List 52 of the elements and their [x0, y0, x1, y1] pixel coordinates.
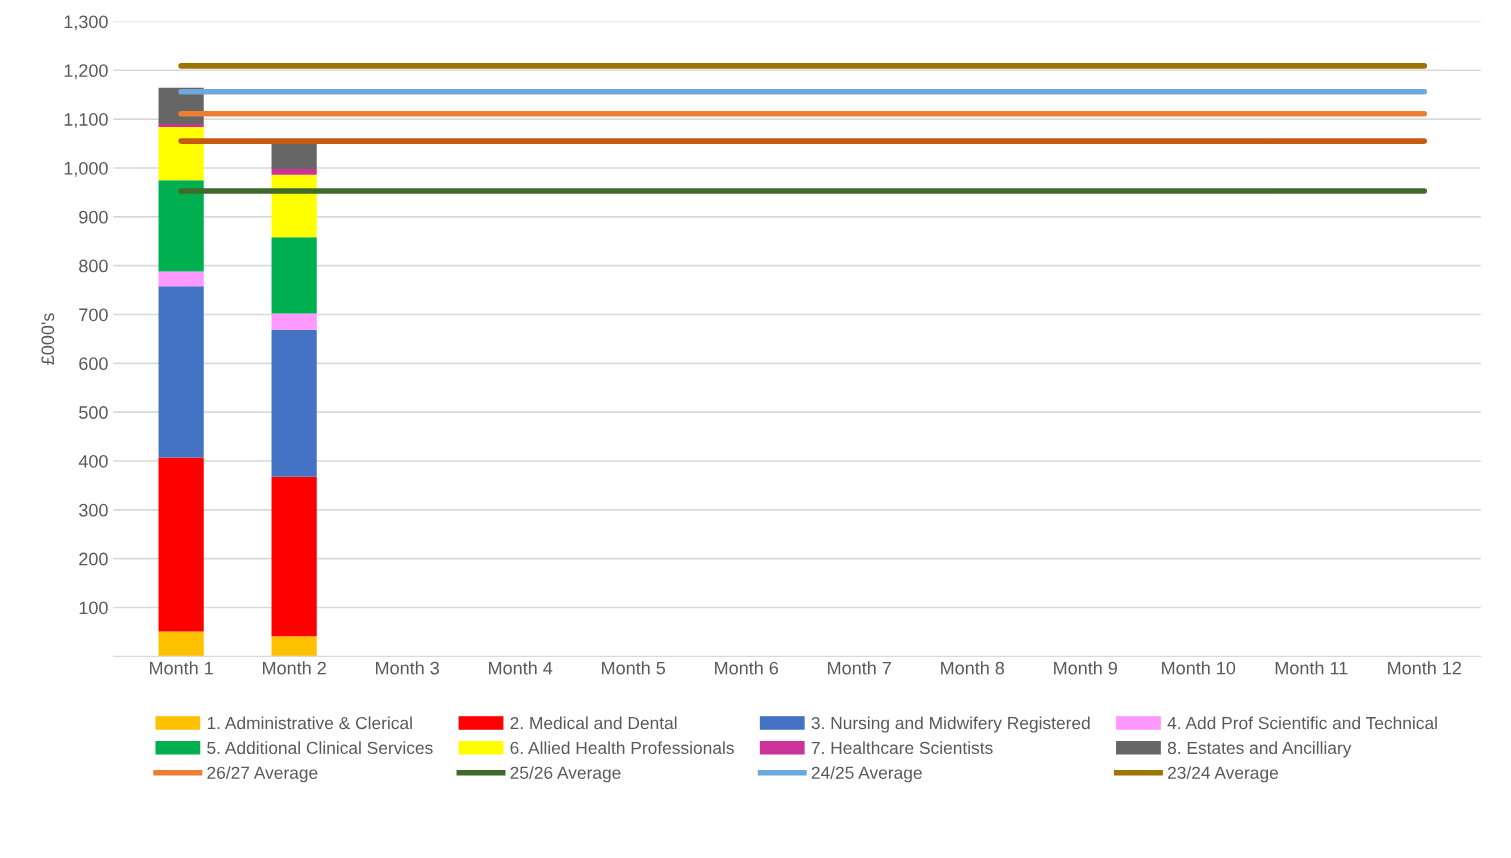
y-tick-label: 1,200 — [64, 64, 108, 80]
x-tick-label: Month 10 — [1162, 661, 1236, 675]
bar — [271, 476, 317, 637]
y-tick-label: 1,000 — [64, 161, 108, 177]
y-tick-label: 800 — [79, 259, 108, 273]
x-tick-label: Month 1 — [150, 661, 213, 675]
legend-label: 7. Healthcare Scientists — [811, 741, 993, 755]
y-tick-label: 1,100 — [64, 113, 108, 128]
y-tick-label: 200 — [79, 552, 108, 566]
y-tick-label: 600 — [79, 357, 108, 371]
bar — [158, 457, 204, 632]
legend-label: 23/24 Average — [1167, 766, 1278, 783]
x-tick-label: Month 5 — [602, 661, 666, 675]
y-axis-title: £000's — [41, 313, 55, 365]
legend-label: 1. Administrative & Clerical — [207, 716, 412, 730]
bar — [158, 286, 204, 458]
x-tick-label: Month 7 — [828, 661, 891, 675]
x-tick-label: Month 8 — [941, 661, 1005, 675]
legend-label: 25/26 Average — [510, 766, 621, 783]
x-tick-label: Month 11 — [1275, 661, 1348, 675]
y-tick-label: 500 — [79, 406, 108, 419]
legend-label: 8. Estates and Ancilliary — [1167, 741, 1352, 758]
y-tick-label: 300 — [79, 503, 108, 517]
bar — [271, 237, 317, 314]
y-tick-label: 700 — [79, 308, 108, 322]
bar — [271, 636, 317, 657]
x-tick-label: Month 6 — [715, 661, 779, 675]
bar — [158, 180, 204, 272]
y-tick-label: 400 — [78, 454, 108, 468]
legend-label: 6. Allied Health Professionals — [510, 741, 734, 755]
y-tick-label: 1,300 — [64, 15, 108, 31]
bar — [271, 168, 317, 175]
bar — [158, 124, 204, 127]
bar — [271, 329, 317, 477]
x-tick-label: Month 4 — [489, 661, 553, 675]
x-tick-label: Month 2 — [263, 661, 326, 675]
bar — [271, 313, 317, 330]
legend-label: 3. Nursing and Midwifery Registered — [811, 716, 1090, 733]
legend-label: 2. Medical and Dental — [510, 716, 677, 730]
bar — [158, 631, 204, 657]
legend-label: 26/27 Average — [207, 766, 318, 783]
bar — [271, 144, 317, 169]
legend-label: 5. Additional Clinical Services — [207, 741, 433, 755]
bar — [158, 126, 204, 181]
bar — [158, 271, 204, 287]
y-tick-label: 100 — [79, 601, 108, 615]
legend-label: 4. Add Prof Scientific and Technical — [1167, 716, 1437, 730]
y-tick-label: 900 — [79, 210, 108, 224]
x-tick-label: Month 3 — [376, 661, 439, 675]
x-tick-label: Month 9 — [1054, 661, 1117, 675]
legend-label: 24/25 Average — [811, 766, 922, 783]
x-tick-label: Month 12 — [1388, 661, 1462, 675]
